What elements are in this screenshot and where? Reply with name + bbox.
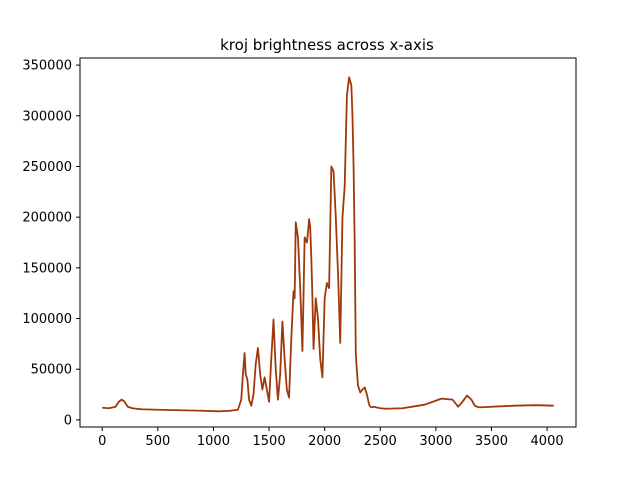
x-tick-label: 2000 [308, 434, 341, 449]
y-tick-label: 250000 [22, 160, 72, 175]
x-tick-label: 0 [98, 434, 106, 449]
x-tick-label: 4000 [531, 434, 564, 449]
axes-frame [79, 57, 577, 428]
x-tick-label: 1000 [197, 434, 230, 449]
y-tick-label: 300000 [22, 109, 72, 124]
x-tick-label: 1500 [253, 434, 286, 449]
y-tick-label: 100000 [22, 312, 72, 327]
x-tick-label: 3500 [475, 434, 508, 449]
plot-area-border [79, 57, 577, 428]
x-axis-ticks: 0 500 1000 1500 2000 2500 3000 3500 4000 [98, 427, 564, 449]
x-tick-label: 2500 [364, 434, 397, 449]
x-tick-label: 500 [145, 434, 170, 449]
y-tick-label: 200000 [22, 211, 72, 226]
series-layer [102, 76, 554, 413]
y-tick-label: 150000 [22, 261, 72, 276]
chart-title: kroj brightness across x-axis [220, 36, 434, 54]
series-line-1 [102, 76, 554, 413]
x-tick-label: 3000 [419, 434, 452, 449]
y-tick-label: 0 [64, 413, 72, 428]
y-axis-ticks: 0 50000 100000 150000 200000 250000 300000 3500… [22, 59, 80, 428]
y-tick-label: 350000 [22, 59, 72, 74]
y-tick-label: 50000 [31, 363, 72, 378]
